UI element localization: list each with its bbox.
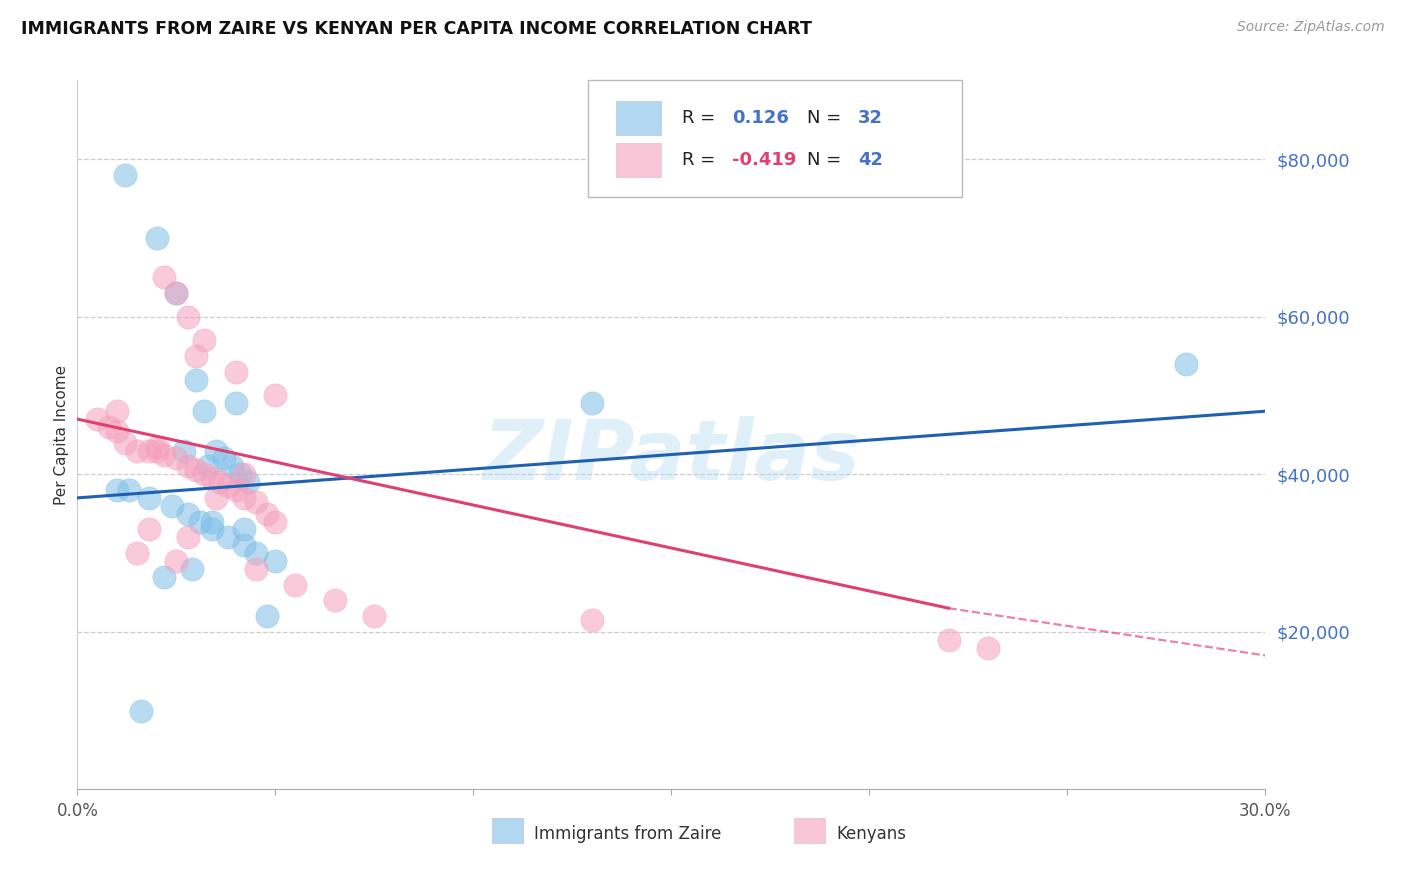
Point [105, 424, 128, 438]
Point [177, 507, 200, 521]
Text: ZIPatlas: ZIPatlas [482, 416, 860, 497]
Point [232, 491, 254, 505]
Point [145, 231, 167, 245]
Point [153, 270, 176, 285]
Point [208, 475, 231, 489]
Y-axis label: Per Capita Income: Per Capita Income [53, 365, 69, 505]
Point [181, 562, 204, 576]
Text: N =: N = [807, 109, 846, 127]
Point [232, 467, 254, 482]
FancyBboxPatch shape [616, 144, 661, 178]
Point [186, 463, 208, 477]
Point [145, 443, 167, 458]
FancyBboxPatch shape [588, 80, 963, 197]
Point [264, 554, 287, 568]
Point [205, 443, 228, 458]
Point [225, 396, 247, 410]
Point [86, 412, 108, 426]
Point [201, 471, 224, 485]
Point [114, 168, 136, 182]
Point [188, 515, 211, 529]
Point [245, 562, 267, 576]
Point [225, 483, 247, 497]
Point [177, 530, 200, 544]
Point [977, 640, 1000, 655]
Point [138, 443, 160, 458]
Point [581, 396, 603, 410]
Text: 42: 42 [858, 152, 883, 169]
Point [232, 538, 254, 552]
Point [232, 522, 254, 536]
Point [177, 310, 200, 324]
Point [228, 467, 250, 482]
Point [236, 475, 259, 489]
Point [186, 349, 208, 363]
Point [256, 507, 278, 521]
Point [581, 613, 603, 627]
Point [165, 554, 187, 568]
Point [118, 483, 141, 497]
Point [201, 515, 224, 529]
FancyBboxPatch shape [616, 101, 661, 135]
Point [177, 459, 200, 474]
Point [225, 365, 247, 379]
Text: Kenyans: Kenyans [837, 825, 907, 843]
Text: Source: ZipAtlas.com: Source: ZipAtlas.com [1237, 20, 1385, 34]
Text: N =: N = [807, 152, 846, 169]
Point [205, 491, 228, 505]
Point [162, 499, 184, 513]
Point [153, 448, 176, 462]
Point [105, 404, 128, 418]
Point [165, 285, 187, 300]
Point [105, 483, 128, 497]
Point [125, 546, 148, 560]
Point [197, 459, 219, 474]
Point [284, 577, 307, 591]
Point [129, 704, 152, 718]
Point [1175, 357, 1198, 371]
Point [153, 570, 176, 584]
Point [363, 609, 385, 624]
Point [165, 451, 187, 466]
Point [217, 530, 239, 544]
Point [145, 440, 167, 454]
Point [193, 334, 215, 348]
Point [938, 632, 960, 647]
Point [138, 491, 160, 505]
Text: -0.419: -0.419 [733, 152, 796, 169]
Point [98, 420, 121, 434]
Point [165, 285, 187, 300]
Point [114, 435, 136, 450]
Point [245, 546, 267, 560]
Text: 0.126: 0.126 [733, 109, 789, 127]
Point [264, 388, 287, 402]
Text: R =: R = [682, 152, 721, 169]
Point [245, 495, 267, 509]
Point [212, 451, 235, 466]
Point [193, 467, 215, 482]
Point [264, 515, 287, 529]
Text: R =: R = [682, 109, 721, 127]
Point [256, 609, 278, 624]
Text: Immigrants from Zaire: Immigrants from Zaire [534, 825, 721, 843]
Point [323, 593, 346, 607]
Point [125, 443, 148, 458]
Point [193, 404, 215, 418]
Text: IMMIGRANTS FROM ZAIRE VS KENYAN PER CAPITA INCOME CORRELATION CHART: IMMIGRANTS FROM ZAIRE VS KENYAN PER CAPI… [21, 20, 813, 37]
Text: 32: 32 [858, 109, 883, 127]
Point [186, 373, 208, 387]
Point [201, 522, 224, 536]
Point [217, 479, 239, 493]
Point [221, 459, 243, 474]
Point [138, 522, 160, 536]
Point [173, 443, 195, 458]
